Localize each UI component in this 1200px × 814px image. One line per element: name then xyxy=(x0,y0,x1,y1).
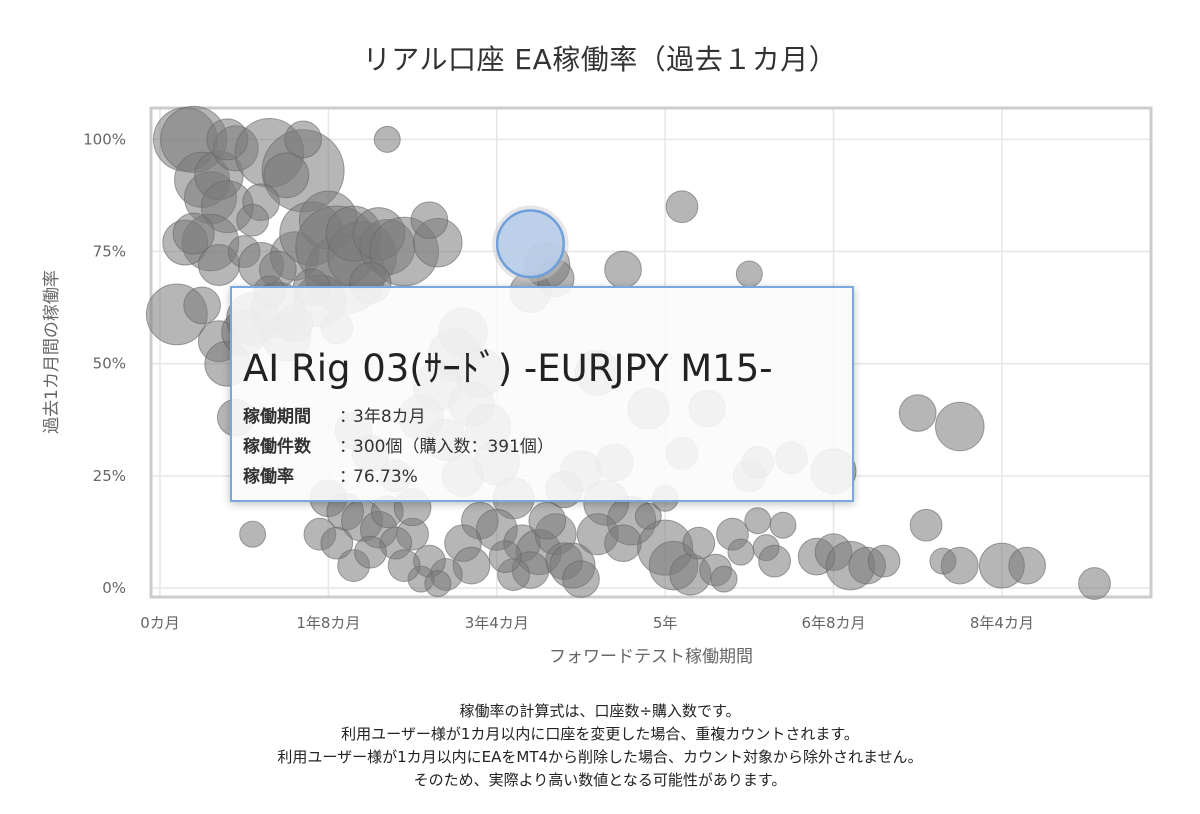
tooltip-value: 3年8カ月 xyxy=(353,407,426,427)
footnote-line: 利用ユーザー様が1カ月以内にEAをMT4から削除した場合、カウント対象から除外さ… xyxy=(277,748,923,766)
tooltip-label: 稼働率 xyxy=(243,467,294,487)
data-bubble[interactable] xyxy=(604,250,642,289)
data-bubble[interactable] xyxy=(867,544,901,578)
data-bubble[interactable] xyxy=(898,394,937,432)
data-bubble[interactable] xyxy=(1008,546,1046,585)
data-bubble[interactable] xyxy=(284,120,322,159)
tooltip: AI Rig 03(ｻｰﾄﾞ) -EURJPY M15- 稼働期間 ：3年8カ月 … xyxy=(230,286,854,502)
data-bubble[interactable] xyxy=(727,538,755,566)
data-bubble[interactable] xyxy=(665,190,699,224)
tooltip-separator: ： xyxy=(339,437,356,457)
x-tick-label: 0カ月 xyxy=(140,614,180,632)
tooltip-row-rate: 稼働率 ：76.73% xyxy=(243,462,418,487)
x-tick-label: 5年 xyxy=(653,614,678,632)
y-tick-label: 75% xyxy=(93,243,126,261)
data-bubble[interactable] xyxy=(604,524,642,563)
data-bubble[interactable] xyxy=(172,212,215,255)
x-tick-label: 3年4カ月 xyxy=(465,614,529,632)
plot-frame xyxy=(149,106,1153,599)
x-tick-label: 1年8カ月 xyxy=(296,614,360,632)
tooltip-value: 300個（購入数：391個） xyxy=(353,437,554,457)
data-bubble[interactable] xyxy=(320,526,354,560)
tooltip-label: 稼働期間 xyxy=(243,407,311,427)
data-bubble[interactable] xyxy=(710,565,738,593)
footnote-line: そのため、実際より高い数値となる可能性があります。 xyxy=(413,771,787,789)
data-bubble[interactable] xyxy=(183,286,221,325)
data-bubble[interactable] xyxy=(239,520,267,548)
data-bubble[interactable] xyxy=(909,508,943,542)
data-bubble[interactable] xyxy=(744,507,772,535)
data-bubble[interactable] xyxy=(682,526,716,560)
data-bubble[interactable] xyxy=(387,549,421,582)
x-tick-label: 6年8カ月 xyxy=(801,614,865,632)
data-bubble[interactable] xyxy=(410,201,449,239)
highlighted-bubble[interactable] xyxy=(495,209,565,279)
highlighted-bubble-group[interactable] xyxy=(492,205,569,283)
tooltip-value: 76.73% xyxy=(353,467,418,487)
data-bubble[interactable] xyxy=(373,125,401,153)
y-axis-title: 過去1カ月間の稼働率 xyxy=(42,270,62,434)
tooltip-title: AI Rig 03(ｻｰﾄﾞ) -EURJPY M15- xyxy=(243,347,773,390)
data-bubble[interactable] xyxy=(488,540,522,574)
data-bubble[interactable] xyxy=(424,570,452,598)
data-bubble[interactable] xyxy=(735,260,763,288)
tooltip-label: 稼働件数 xyxy=(243,437,311,457)
y-tick-label: 0% xyxy=(102,579,126,597)
data-bubble[interactable] xyxy=(935,401,985,452)
data-bubble[interactable] xyxy=(236,203,269,237)
tooltip-row-count: 稼働件数 ：300個（購入数：391個） xyxy=(243,432,554,457)
x-tick-label: 8年4カ月 xyxy=(970,614,1034,632)
tooltip-separator: ： xyxy=(339,467,356,487)
data-bubble[interactable] xyxy=(940,546,979,585)
x-axis-title: フォワードテスト稼働期間 xyxy=(549,647,753,667)
data-bubble[interactable] xyxy=(758,544,791,578)
y-tick-labels: 0% 25% 50% 75% 100% xyxy=(83,130,126,597)
data-bubble[interactable] xyxy=(263,152,310,199)
footnote-line: 稼働率の計算式は、口座数÷購入数です。 xyxy=(459,702,741,720)
y-tick-label: 25% xyxy=(93,467,126,485)
y-tick-label: 100% xyxy=(83,130,126,148)
data-bubble[interactable] xyxy=(562,560,600,598)
data-bubble[interactable] xyxy=(354,535,387,569)
data-bubble[interactable] xyxy=(528,501,567,540)
chart-title: リアル口座 EA稼働率（過去１カ月） xyxy=(362,43,838,76)
x-tick-labels: 0カ月 1年8カ月 3年4カ月 5年 6年8カ月 8年4カ月 xyxy=(140,614,1034,632)
y-tick-label: 50% xyxy=(93,355,126,373)
tooltip-separator: ： xyxy=(339,407,356,427)
data-bubble[interactable] xyxy=(634,502,662,530)
footnote-line: 利用ユーザー様が1カ月以内に口座を変更した場合、重複カウントされます。 xyxy=(341,725,859,743)
data-bubble[interactable] xyxy=(769,511,797,539)
tooltip-row-period: 稼働期間 ：3年8カ月 xyxy=(243,402,426,427)
footnote: 稼働率の計算式は、口座数÷購入数です。 利用ユーザー様が1カ月以内に口座を変更し… xyxy=(0,700,1200,792)
data-bubble[interactable] xyxy=(1078,567,1111,600)
